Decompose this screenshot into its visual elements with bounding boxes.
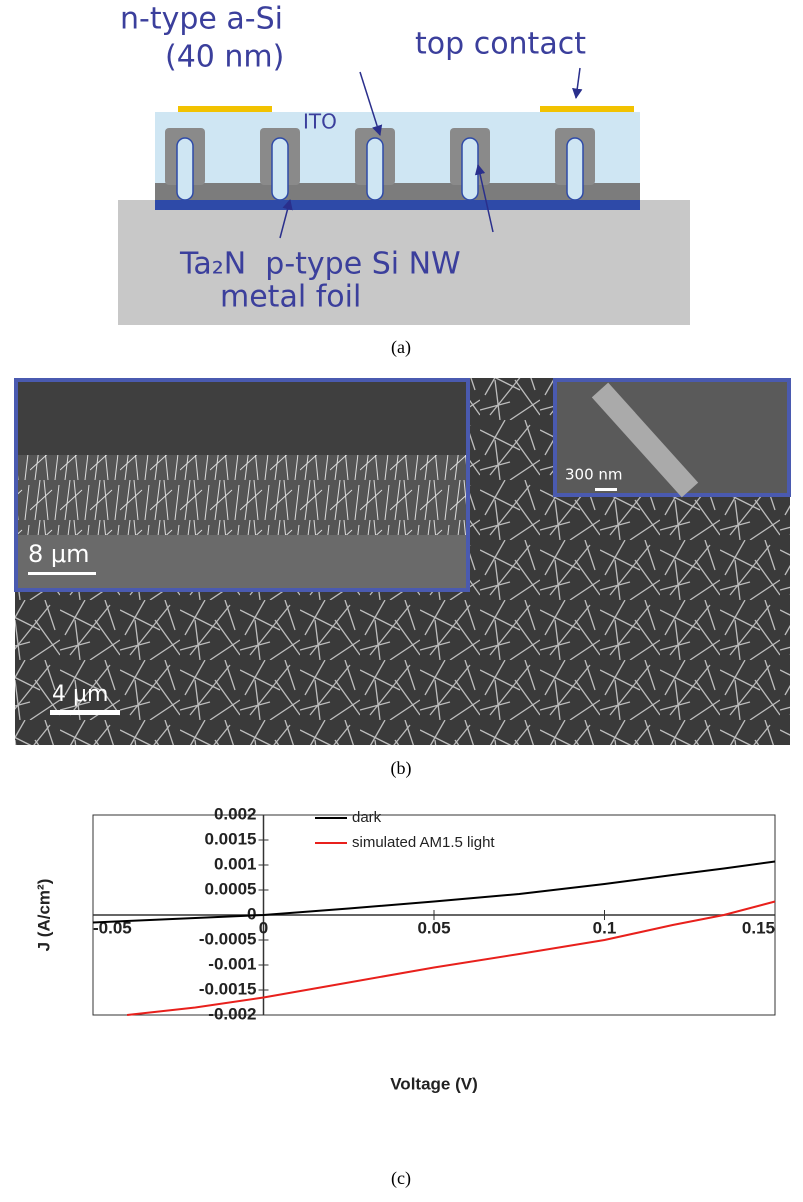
y-tick-label: -0.002 [208, 1004, 256, 1023]
contact [540, 106, 634, 112]
caption: (c) [391, 1168, 411, 1189]
scale-bar [595, 488, 617, 491]
x-tick-label: 0 [259, 918, 268, 937]
nanowire-core [462, 138, 478, 200]
label: ITO [303, 110, 337, 134]
x-tick-label: 0.05 [417, 918, 450, 937]
arrow [576, 68, 580, 98]
scale-bar [50, 710, 120, 715]
x-tick-label: 0.1 [593, 918, 617, 937]
y-axis-label: J (A/cm²) [34, 879, 53, 952]
label: top contact [415, 27, 586, 62]
chart: J (A/cm²) Voltage (V) (c) 0.002 0.0015 0.0… [34, 804, 775, 1189]
legend-label: simulated AM1.5 light [352, 834, 495, 851]
y-tick-label: 0.002 [214, 804, 257, 823]
label: metal foil [220, 280, 361, 315]
x-tick-label: 0.15 [742, 918, 775, 937]
caption: (b) [391, 758, 412, 779]
nanowire-core [367, 138, 383, 200]
caption: (a) [391, 337, 411, 358]
label: Ta₂N p-type Si NW [179, 247, 461, 282]
nanowire-core [272, 138, 288, 200]
label: n-type a-Si [120, 2, 283, 37]
y-tick-label: 0.0005 [205, 879, 257, 898]
y-tick-label: 0.0015 [205, 829, 257, 848]
sem-image: 8 μm 300 nm 4 μm (b) [15, 378, 790, 779]
nanowire-core [567, 138, 583, 200]
page: {"panel_a":{"n_type":"n-type a-Si","thic… [0, 0, 803, 1202]
y-tick-label: -0.0015 [199, 979, 257, 998]
y-tick-label: -0.001 [208, 954, 256, 973]
legend-label: dark [352, 809, 382, 826]
contact [178, 106, 272, 112]
scale-bar [28, 572, 96, 575]
y-tick-label: -0.0005 [199, 929, 257, 948]
scale-label: 4 μm [52, 682, 108, 707]
y-tick-label: 0.001 [214, 854, 257, 873]
scale-label: 300 nm [565, 466, 623, 484]
x-axis-label: Voltage (V) [390, 1074, 478, 1093]
scale-label: 8 μm [28, 540, 90, 568]
ta2n-layer [155, 200, 640, 210]
inset-wires [18, 455, 466, 535]
diagram: n-type a-Si (40 nm) top contact ITO Ta₂N… [118, 2, 690, 359]
figure: n-type a-Si (40 nm) top contact ITO Ta₂N… [0, 0, 803, 1202]
nanowire-core [177, 138, 193, 200]
y-tick-label: 0 [247, 904, 256, 923]
label: (40 nm) [165, 40, 284, 75]
